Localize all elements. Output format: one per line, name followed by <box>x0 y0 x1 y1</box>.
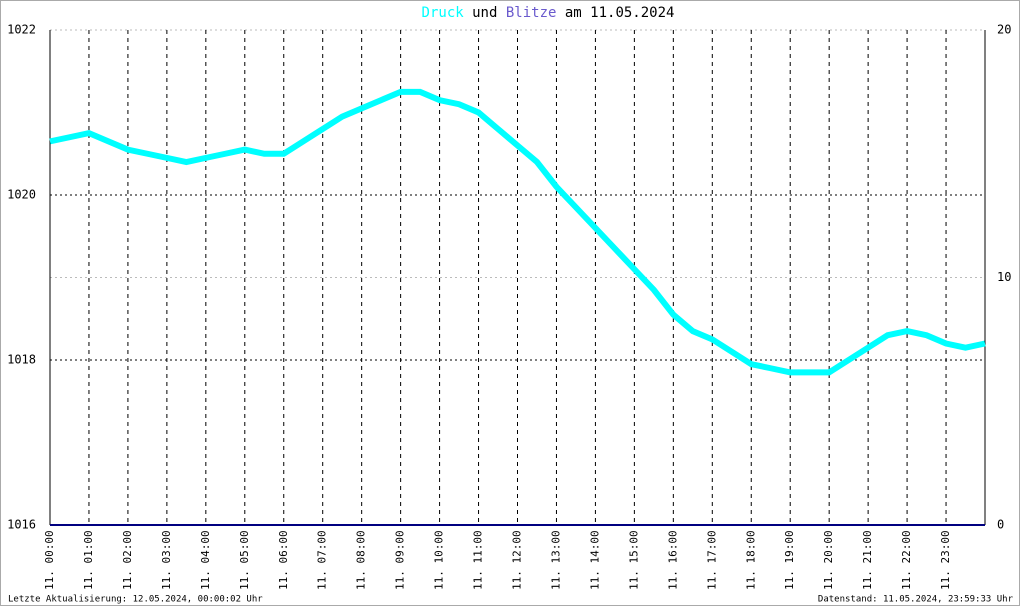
x-tick-label: 11. 01:00 <box>82 530 95 590</box>
title-series-1: Druck <box>422 5 465 21</box>
title-date: am 11.05.2024 <box>565 5 675 21</box>
x-tick-label: 11. 14:00 <box>588 530 601 590</box>
x-tick-label: 11. 19:00 <box>783 530 796 590</box>
x-tick-label: 11. 05:00 <box>238 530 251 590</box>
x-tick-label: 11. 16:00 <box>666 530 679 590</box>
x-tick-label: 11. 03:00 <box>160 530 173 590</box>
y2-tick-label: 0 <box>997 518 1004 532</box>
x-tick-label: 11. 06:00 <box>277 530 290 590</box>
x-tick-label: 11. 21:00 <box>861 530 874 590</box>
x-tick-label: 11. 11:00 <box>472 530 485 590</box>
x-tick-label: 11. 20:00 <box>822 530 835 590</box>
footer-right: Datenstand: 11.05.2024, 23:59:33 Uhr <box>818 595 1014 605</box>
x-tick-label: 11. 23:00 <box>939 530 952 590</box>
x-tick-label: 11. 08:00 <box>355 530 368 590</box>
y2-tick-label: 10 <box>997 270 1011 284</box>
x-tick-label: 11. 02:00 <box>121 530 134 590</box>
x-tick-label: 11. 12:00 <box>511 530 524 590</box>
y-tick-label: 1018 <box>7 353 36 367</box>
series-line <box>49 88 986 376</box>
chart-title: Druck und Blitze am 11.05.2024 <box>422 5 675 21</box>
title-connector: und <box>472 5 497 21</box>
x-tick-label: 11. 07:00 <box>316 530 329 590</box>
x-tick-label: 11. 04:00 <box>199 530 212 590</box>
x-tick-label: 11. 13:00 <box>549 530 562 590</box>
footer-left: Letzte Aktualisierung: 12.05.2024, 00:00… <box>8 595 263 605</box>
y-tick-label: 1016 <box>7 518 36 532</box>
x-tick-label: 11. 10:00 <box>433 530 446 590</box>
x-tick-label: 11. 00:00 <box>43 530 56 590</box>
title-series-2: Blitze <box>506 5 557 21</box>
y-tick-label: 1022 <box>7 23 36 37</box>
x-tick-label: 11. 22:00 <box>900 530 913 590</box>
y2-tick-label: 20 <box>997 23 1011 37</box>
y-tick-label: 1020 <box>7 188 36 202</box>
x-tick-label: 11. 18:00 <box>744 530 757 590</box>
x-tick-label: 11. 17:00 <box>705 530 718 590</box>
x-tick-label: 11. 15:00 <box>627 530 640 590</box>
x-tick-label: 11. 09:00 <box>394 530 407 590</box>
